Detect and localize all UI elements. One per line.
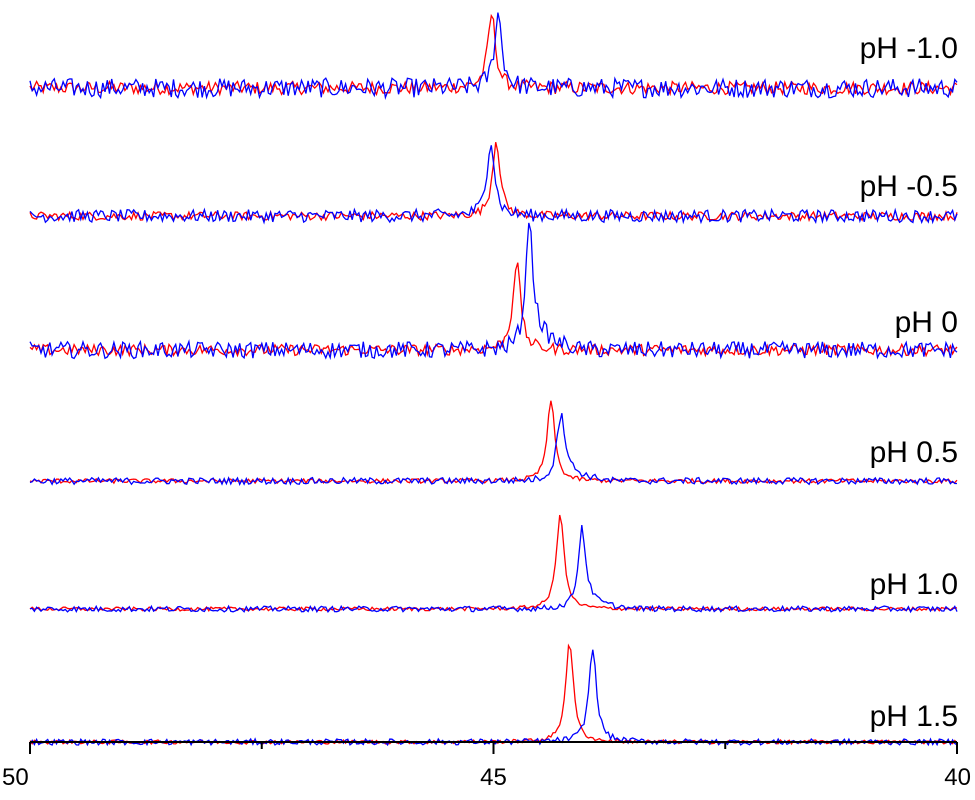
trace-labels: pH -1.0 pH -0.5 pH 0 pH 0.5 pH 1.0 pH 1.5 — [860, 32, 958, 733]
x-tick-label-0: 50 — [2, 764, 29, 791]
trace-label-4: pH 0.5 — [870, 436, 958, 469]
trace-label-2: pH -0.5 — [860, 170, 958, 203]
trace-3-blue-line — [29, 222, 958, 361]
trace-label-6: pH 1.5 — [870, 700, 958, 733]
trace-label-5: pH 1.0 — [870, 568, 958, 601]
trace-3-red-line — [29, 262, 958, 358]
trace-4-blue-line — [29, 413, 957, 486]
spectra-traces — [29, 12, 958, 747]
trace-2-blue-line — [29, 145, 958, 225]
trace-label-3: pH 0 — [895, 306, 958, 339]
x-tick-label-2: 40 — [944, 764, 971, 791]
x-tick-label-1: 45 — [480, 764, 507, 791]
trace-5-blue-line — [29, 525, 958, 614]
trace-1-blue-line — [29, 12, 958, 101]
trace-6-red-line — [29, 643, 958, 746]
trace-2-red-line — [29, 142, 958, 223]
trace-6-blue-line — [29, 649, 958, 747]
trace-5-red-line — [29, 514, 958, 612]
x-axis: 50 45 40 — [2, 741, 971, 791]
trace-label-1: pH -1.0 — [860, 32, 958, 65]
trace-4-red-line — [29, 400, 958, 485]
